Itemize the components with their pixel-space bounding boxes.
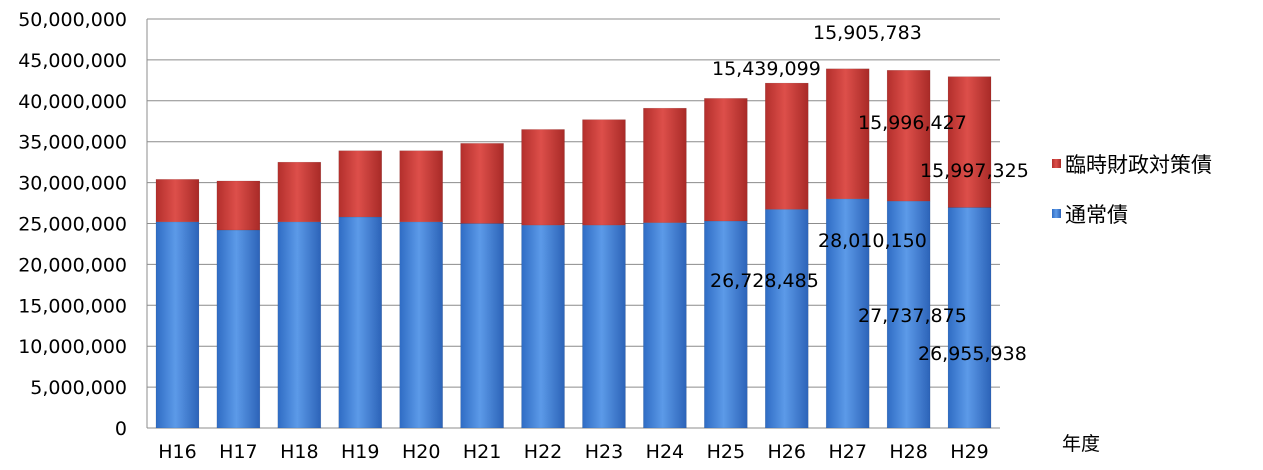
bar-rinji-H27 (825, 68, 870, 200)
y-tick-label: 5,000,000 (30, 377, 127, 399)
legend: 臨時財政対策債 通常債 (1052, 153, 1212, 227)
y-tick-label: 40,000,000 (18, 91, 127, 113)
y-tick-label: 0 (115, 418, 127, 440)
bar-tsujo-H23 (582, 224, 626, 429)
bar-tsujo-H22 (521, 224, 565, 429)
x-tick-label: H21 (463, 441, 501, 463)
bar-rinji-H20 (399, 150, 443, 223)
grid-lines (146, 18, 1000, 429)
bar-rinji-H28 (886, 70, 931, 202)
bar-rinji-H17 (216, 180, 261, 231)
x-tick-label: H26 (768, 441, 806, 463)
x-tick-label: H19 (341, 441, 379, 463)
bar-rinji-H26 (765, 82, 809, 210)
bar-tsujo-H16 (155, 221, 200, 429)
y-tick-label: 25,000,000 (18, 214, 127, 236)
data-labels: 15,439,099 15,905,783 15,996,427 15,997,325… (710, 22, 1029, 365)
x-tick-label: H25 (707, 441, 745, 463)
data-label: 27,737,875 (858, 305, 967, 327)
legend-label-rinji: 臨時財政対策債 (1065, 153, 1212, 177)
bars (155, 68, 992, 429)
bar-tsujo-H18 (277, 221, 322, 429)
bar-tsujo-H21 (460, 223, 504, 429)
bar-rinji-H19 (338, 150, 382, 218)
data-label: 26,955,938 (918, 343, 1027, 365)
bar-tsujo-H27 (825, 198, 870, 429)
data-label: 28,010,150 (818, 230, 927, 252)
bar-rinji-H22 (521, 129, 565, 226)
x-tick-label: H22 (524, 441, 562, 463)
bar-rinji-H16 (155, 179, 200, 223)
x-axis-ticks: H16 H17 H18 H19 H20 H21 H22 H23 H24 H25 H26 H27 H28 H… (158, 441, 989, 463)
x-tick-label: H18 (280, 441, 318, 463)
legend-label-tsujo: 通常債 (1065, 203, 1128, 227)
x-tick-label: H28 (889, 441, 927, 463)
bar-rinji-H25 (704, 98, 748, 222)
bar-rinji-H23 (582, 119, 626, 226)
y-tick-label: 20,000,000 (18, 254, 127, 276)
bar-tsujo-H17 (216, 229, 261, 429)
y-tick-label: 30,000,000 (18, 173, 127, 195)
y-tick-label: 15,000,000 (18, 295, 127, 317)
x-tick-label: H29 (950, 441, 988, 463)
bar-rinji-H18 (277, 161, 322, 223)
data-label: 15,997,325 (920, 160, 1029, 182)
bar-tsujo-H26 (765, 209, 809, 429)
y-tick-label: 45,000,000 (18, 50, 127, 72)
data-label: 15,905,783 (813, 22, 922, 44)
bar-tsujo-H20 (399, 221, 443, 429)
x-tick-label: H23 (585, 441, 623, 463)
bar-rinji-H24 (643, 107, 687, 223)
bar-tsujo-H28 (886, 200, 931, 429)
x-tick-label: H16 (158, 441, 196, 463)
bar-rinji-H21 (460, 143, 504, 224)
x-tick-label: H17 (219, 441, 257, 463)
legend-swatch-rinji (1052, 159, 1061, 168)
x-axis-label: 年度 (1062, 433, 1100, 455)
y-axis-ticks: 0 5,000,000 10,000,000 15,000,000 20,000,000… (18, 9, 127, 440)
bar-tsujo-H19 (338, 216, 382, 429)
legend-swatch-tsujo (1052, 209, 1061, 218)
x-tick-label: H24 (646, 441, 684, 463)
x-tick-label: H20 (402, 441, 440, 463)
y-tick-label: 10,000,000 (18, 336, 127, 358)
bar-rinji-H29 (947, 76, 992, 208)
bar-tsujo-H24 (643, 222, 687, 429)
data-label: 26,728,485 (710, 270, 819, 292)
data-label: 15,439,099 (712, 58, 821, 80)
data-label: 15,996,427 (858, 112, 967, 134)
y-tick-label: 35,000,000 (18, 132, 127, 154)
bar-tsujo-H25 (704, 220, 748, 429)
bar-tsujo-H29 (947, 207, 992, 429)
y-tick-label: 50,000,000 (18, 9, 127, 31)
x-tick-label: H27 (828, 441, 866, 463)
